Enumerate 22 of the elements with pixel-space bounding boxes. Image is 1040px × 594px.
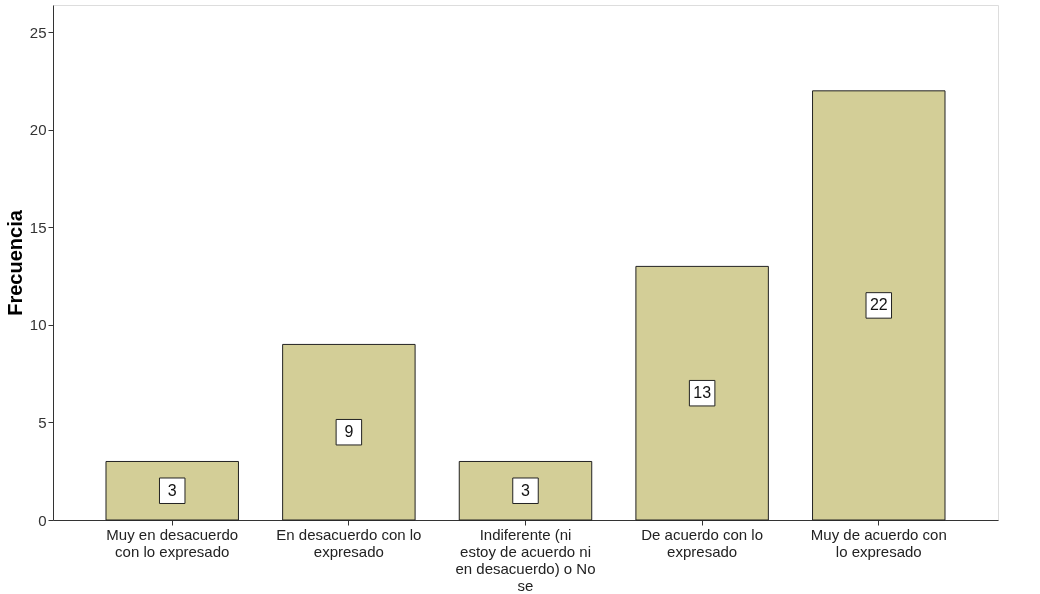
data-label: 3 — [167, 481, 177, 499]
y-tick-label: 0 — [38, 511, 47, 529]
x-tick-label: En desacuerdo con lo expresado — [276, 525, 422, 560]
y-tick-label: 25 — [29, 23, 47, 41]
y-axis-title: Frecuencia — [3, 209, 26, 316]
y-tick-label: 10 — [29, 316, 47, 334]
bar — [635, 265, 769, 521]
y-tick-label: 15 — [29, 218, 47, 236]
bar — [282, 343, 416, 521]
data-label: 22 — [869, 296, 888, 314]
x-tick-label: Muy en desacuerdo con lo expresado — [106, 525, 239, 560]
bar — [458, 460, 593, 521]
y-tick-label: 20 — [29, 121, 47, 139]
x-tick-label: Indiferente (ni estoy de acuerdo ni en desacuerdo) o No se — [455, 525, 596, 594]
data-label: 9 — [344, 423, 354, 441]
bar — [812, 90, 946, 521]
x-tick-label: Muy de acuerdo con lo expresado — [810, 525, 947, 560]
data-label: 3 — [521, 481, 531, 499]
y-tick-label: 5 — [38, 413, 47, 431]
bar — [105, 460, 239, 521]
data-label: 13 — [693, 384, 712, 402]
x-tick-label: De acuerdo con lo expresado — [641, 525, 764, 560]
